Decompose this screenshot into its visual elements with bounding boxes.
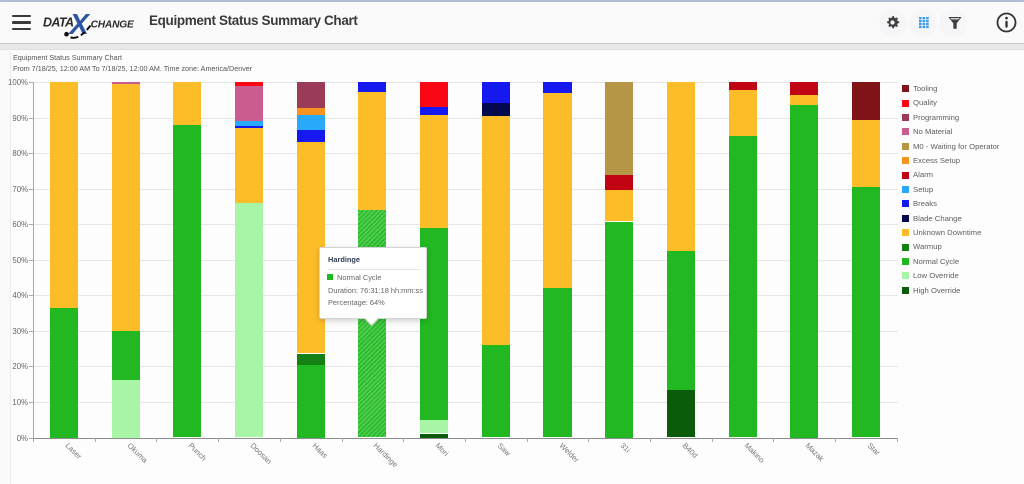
svg-text:CHANGE: CHANGE: [91, 20, 135, 31]
svg-text:X: X: [68, 9, 91, 41]
svg-text:DATA: DATA: [43, 16, 74, 30]
